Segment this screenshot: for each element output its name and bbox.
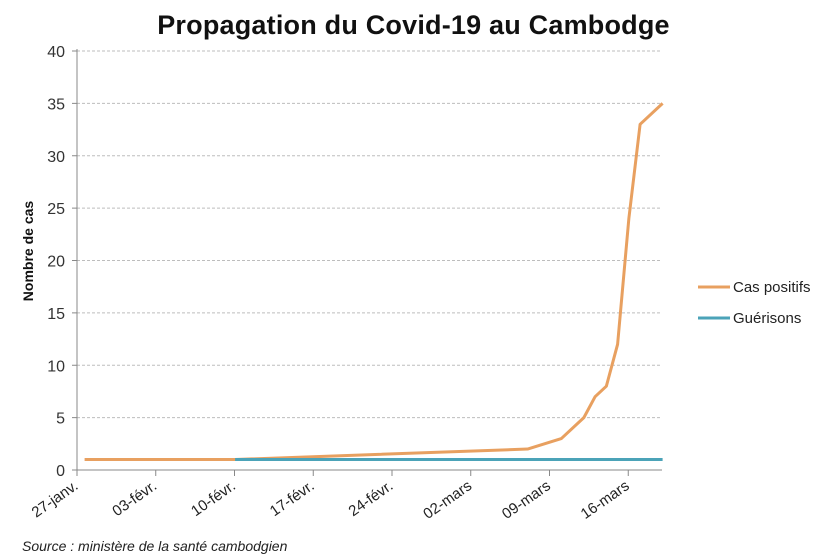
y-tick-label: 20 <box>47 254 65 271</box>
x-axis-ticks: 27-janv. 03-févr. 10-févr. 17-févr. 24-févr.… <box>29 470 633 523</box>
axes <box>76 49 662 471</box>
series-line-cas-positifs <box>84 102 664 462</box>
x-tick-label: 10-févr. <box>188 477 239 520</box>
legend-label-cas-positifs: Cas positifs <box>733 279 811 296</box>
source-note: Source : ministère de la santé cambodgie… <box>22 538 288 554</box>
legend: Cas positifs Guérisons <box>698 279 811 327</box>
y-tick-label: 10 <box>47 358 65 375</box>
x-tick-label: 27-janv. <box>29 477 82 521</box>
y-axis-ticks: 0 5 10 15 20 25 30 35 40 <box>47 44 77 480</box>
y-tick-label: 35 <box>47 96 65 113</box>
x-tick-label: 16-mars <box>578 477 633 522</box>
y-tick-label: 5 <box>56 411 65 428</box>
chart-title: Propagation du Covid-19 au Cambodge <box>157 10 670 40</box>
series-lines <box>84 102 664 462</box>
x-tick-label: 24-févr. <box>346 477 397 520</box>
y-tick-label: 25 <box>47 201 65 218</box>
y-axis-label: Nombre de cas <box>20 201 36 302</box>
y-tick-label: 40 <box>47 44 65 61</box>
y-tick-label: 15 <box>47 306 65 323</box>
gridlines <box>77 50 662 419</box>
x-tick-label: 17-févr. <box>267 477 318 520</box>
x-tick-label: 02-mars <box>420 477 475 522</box>
y-tick-label: 30 <box>47 149 65 166</box>
y-tick-label: 0 <box>56 463 65 480</box>
legend-label-guerisons: Guérisons <box>733 310 801 327</box>
x-tick-label: 03-févr. <box>109 477 160 520</box>
x-tick-label: 09-mars <box>499 477 554 522</box>
